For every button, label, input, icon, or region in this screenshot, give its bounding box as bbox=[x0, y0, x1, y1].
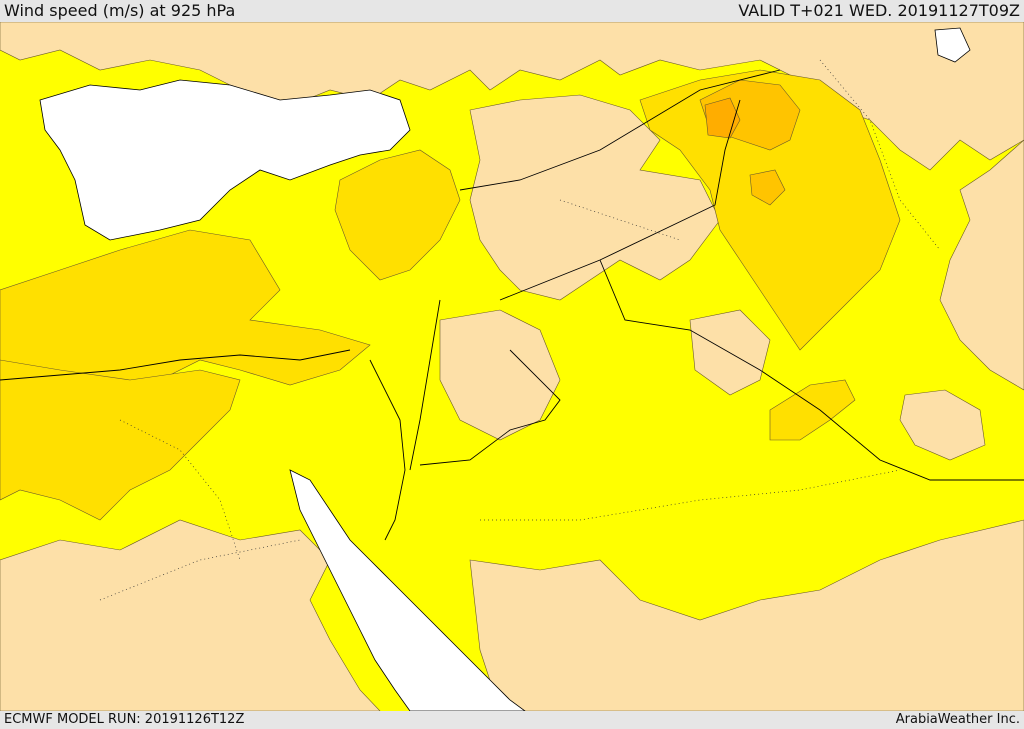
valid-time: VALID T+021 WED. 20191127T09Z bbox=[738, 1, 1020, 20]
high-wind-region-syria-coast bbox=[334, 149, 461, 281]
admin-boundaries bbox=[99, 59, 941, 601]
higher-wind-patch-iraq-east bbox=[749, 169, 786, 206]
title-bar: Wind speed (m/s) at 925 hPa VALID T+021 … bbox=[0, 0, 1024, 22]
red-sea bbox=[289, 469, 526, 711]
high-wind-region-egypt bbox=[0, 359, 241, 521]
footer-bar: ECMWF MODEL RUN: 20191126T12Z ArabiaWeat… bbox=[0, 711, 1024, 729]
low-wind-region-arabia bbox=[469, 519, 1024, 711]
model-run: ECMWF MODEL RUN: 20191126T12Z bbox=[4, 712, 245, 727]
credit: ArabiaWeather Inc. bbox=[895, 712, 1020, 727]
low-wind-patch-kuwait bbox=[899, 389, 986, 461]
caspian-sea-edge bbox=[934, 27, 971, 63]
high-wind-patch-gulf bbox=[769, 379, 856, 441]
map-canvas bbox=[0, 22, 1024, 711]
wind-speed-map bbox=[0, 22, 1024, 711]
mediterranean-sea bbox=[39, 79, 411, 241]
high-wind-region-mesopotamia bbox=[639, 69, 901, 351]
low-wind-region-east bbox=[939, 139, 1024, 391]
low-wind-region-north bbox=[0, 22, 1024, 171]
map-title: Wind speed (m/s) at 925 hPa bbox=[4, 1, 236, 20]
low-wind-region-syria bbox=[469, 94, 721, 301]
country-borders bbox=[0, 69, 1024, 541]
low-wind-patch-jordan bbox=[439, 309, 561, 441]
